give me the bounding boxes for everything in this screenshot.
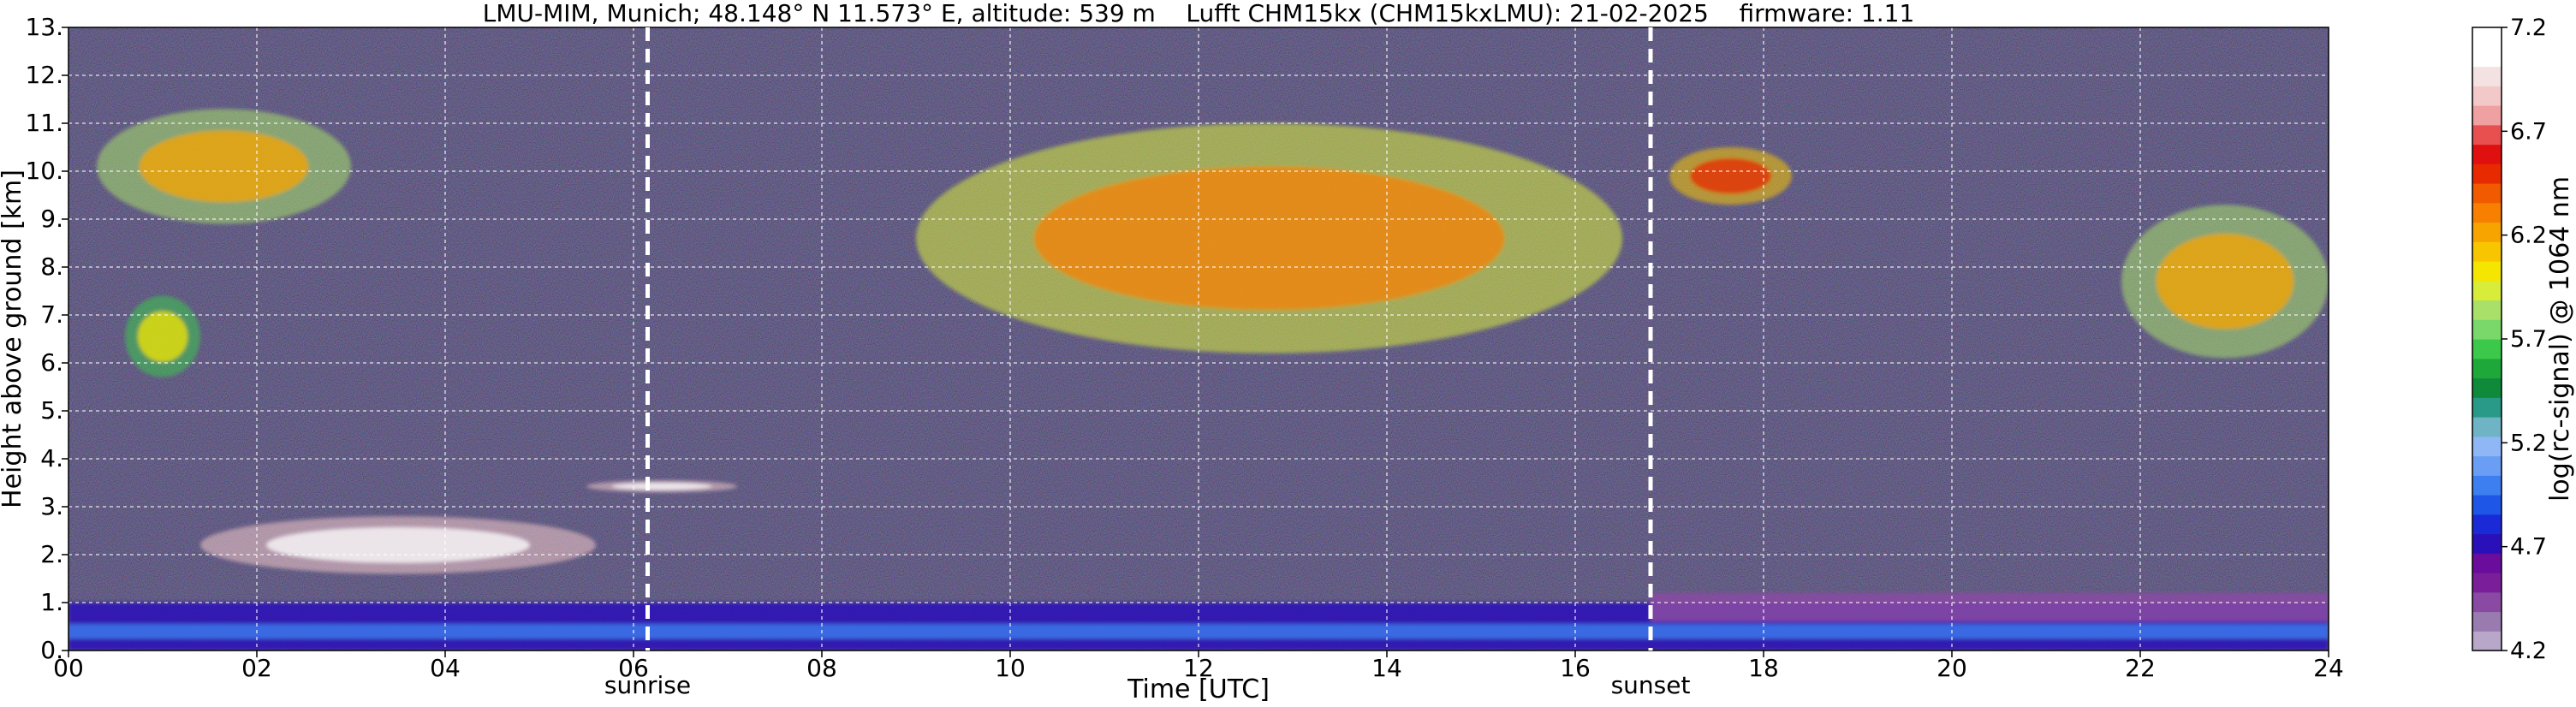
colorbar-segment [2472, 183, 2502, 204]
y-tick-label: 10. [25, 157, 63, 185]
feature-4-core [139, 130, 309, 203]
y-tick-label: 11. [25, 109, 63, 137]
annotation-label: sunset [1611, 671, 1691, 699]
colorbar-tick-label: 5.2 [2510, 430, 2547, 456]
colorbar-tick-label: 4.2 [2510, 638, 2547, 664]
colorbar-segment [2472, 222, 2502, 242]
colorbar-segment [2472, 358, 2502, 379]
annotation-label: sunrise [604, 671, 691, 699]
feature-2-core [266, 526, 530, 563]
x-tick-label: 02 [241, 654, 272, 682]
x-tick-label: 16 [1560, 654, 1591, 682]
feature-3-core [611, 482, 712, 490]
y-tick-label: 1. [40, 588, 63, 616]
x-tick-label: 18 [1748, 654, 1779, 682]
y-tick-label: 9. [40, 205, 63, 233]
x-tick-label: 00 [53, 654, 84, 682]
x-tick-label: 08 [806, 654, 837, 682]
colorbar-segment [2472, 86, 2502, 106]
grid [68, 27, 2329, 651]
colorbar-segment [2472, 377, 2502, 398]
colorbar-segment [2472, 533, 2502, 554]
colorbar-segment [2472, 631, 2502, 651]
x-tick-label: 06 [618, 654, 649, 682]
colorbar-segment [2472, 124, 2502, 146]
colorbar-segment [2472, 495, 2502, 515]
x-axis-label: Time [UTC] [1127, 674, 1270, 704]
colorbar-segment [2472, 202, 2502, 223]
colorbar-label: log(rc-signal) @ 1064 nm [2545, 176, 2575, 502]
feature-1 [1651, 592, 2329, 622]
colorbar-segment [2472, 261, 2502, 282]
y-tick-label: 6. [40, 348, 63, 377]
chart-title: LMU-MIM, Munich; 48.148° N 11.573° E, al… [483, 0, 1915, 27]
x-axis-ticks: 00 02 04 06 08 10 12 14 16 18 20 22 24 [53, 651, 2344, 682]
y-tick-label: 5. [40, 396, 63, 425]
colorbar-tick-label: 6.2 [2510, 223, 2547, 249]
x-tick-label: 22 [2125, 654, 2156, 682]
x-tick-label: 04 [430, 654, 461, 682]
colorbar-tick-label: 7.2 [2510, 15, 2547, 41]
colorbar-segment [2472, 455, 2502, 476]
x-tick-label: 20 [1936, 654, 1967, 682]
colorbar-tick-label: 5.7 [2510, 326, 2547, 353]
colorbar-segment [2472, 514, 2502, 535]
colorbar-segment [2472, 436, 2502, 457]
colorbar-segment [2472, 66, 2502, 86]
colorbar-segment [2472, 241, 2502, 262]
colorbar-segment [2472, 319, 2502, 340]
feature-7-core [1689, 157, 1772, 194]
colorbar-segment [2472, 591, 2502, 613]
x-tick-label: 14 [1371, 654, 1402, 682]
colorbar-segment [2472, 144, 2502, 164]
colorbar-segment [2472, 46, 2502, 68]
colorbar: 4.2 4.7 5.2 5.7 6.2 6.7 7.2 [2472, 15, 2547, 664]
y-tick-label: 7. [40, 300, 63, 329]
y-axis-ticks: 0. 1. 2. 3. 4. 5. 6. 7. 8. 9. 10. 11. 12. 13. [25, 13, 68, 664]
colorbar-segment [2472, 280, 2502, 301]
y-tick-label: 12. [25, 61, 63, 89]
colorbar-segment [2472, 553, 2502, 573]
y-tick-label: 3. [40, 492, 63, 520]
colorbar-segment [2472, 27, 2502, 48]
feature-5-core [137, 311, 188, 362]
colorbar-segment [2472, 611, 2502, 632]
x-tick-label: 10 [995, 654, 1026, 682]
y-tick-label: 4. [40, 444, 63, 472]
y-tick-label: 8. [40, 253, 63, 281]
colorbar-tick-label: 4.7 [2510, 534, 2547, 561]
colorbar-segment [2472, 105, 2502, 126]
colorbar-segment [2472, 163, 2502, 184]
colorbar-segment [2472, 417, 2502, 437]
colorbar-segment [2472, 573, 2502, 593]
y-tick-label: 13. [25, 13, 63, 41]
colorbar-segment [2472, 397, 2502, 418]
sun-annotations: sunrise sunset [604, 27, 1691, 699]
y-tick-label: 2. [40, 540, 63, 568]
x-tick-label: 24 [2313, 654, 2344, 682]
feature-8-core [2156, 233, 2294, 330]
colorbar-segment [2472, 475, 2502, 496]
y-axis-label: Height above ground [km] [0, 169, 27, 508]
colorbar-segment [2472, 339, 2502, 359]
y-tick-label: 0. [40, 636, 63, 664]
colorbar-segment [2472, 300, 2502, 320]
feature-6-core [1033, 166, 1505, 311]
x-tick-label: 12 [1183, 654, 1214, 682]
colorbar-tick-label: 6.7 [2510, 118, 2547, 145]
